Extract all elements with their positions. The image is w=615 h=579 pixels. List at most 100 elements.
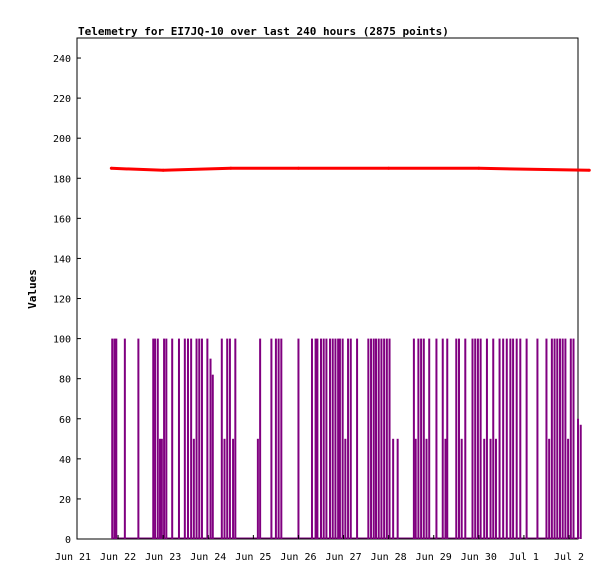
y-tick-label: 0 — [65, 535, 71, 546]
data-pulse — [320, 338, 322, 539]
y-tick-label: 20 — [59, 495, 71, 506]
x-tick-label: Jun 25 — [235, 552, 271, 563]
data-pulse — [556, 338, 559, 539]
data-point — [477, 166, 481, 170]
data-pulse — [183, 338, 186, 539]
data-pulse — [474, 338, 477, 539]
x-axis: Jun 21 Jun 22 Jun 23 Jun 24 Jun 25 Jun 26 Jun … — [55, 535, 584, 563]
data-pulse — [377, 338, 380, 539]
data-pulse — [256, 438, 259, 539]
data-point — [161, 168, 165, 172]
data-pulse — [553, 338, 556, 539]
data-pulse — [115, 338, 118, 539]
data-pulse — [579, 424, 582, 539]
series-line — [111, 166, 590, 172]
data-pulse — [494, 438, 497, 539]
data-pulse — [223, 438, 226, 539]
data-pulse — [280, 338, 283, 539]
data-pulse — [485, 338, 488, 539]
data-pulse — [367, 338, 370, 539]
data-pulse — [455, 338, 458, 539]
data-pulse — [186, 338, 189, 539]
data-pulse — [492, 338, 495, 539]
data-pulse — [425, 438, 428, 539]
y-tick-label: 160 — [53, 214, 71, 225]
data-pulse — [220, 338, 223, 539]
data-pulse — [444, 438, 447, 539]
data-pulse — [349, 338, 352, 539]
data-pulse — [396, 438, 399, 539]
data-pulse — [163, 338, 166, 539]
y-tick-label: 200 — [53, 134, 71, 145]
data-point — [109, 166, 113, 170]
data-pulse — [417, 338, 420, 539]
data-pulse — [331, 338, 334, 539]
data-pulse — [356, 338, 359, 539]
x-tick-label: Jun 24 — [190, 552, 226, 563]
data-pulse — [228, 338, 231, 539]
data-pulse — [226, 338, 229, 539]
data-pulse — [550, 338, 553, 539]
x-tick-label: Jun 23 — [145, 552, 181, 563]
data-pulse — [314, 338, 317, 539]
data-pulse — [476, 338, 479, 539]
data-pulse — [457, 338, 460, 539]
data-pulse — [372, 338, 375, 539]
data-pulse — [200, 338, 203, 539]
data-pulse — [564, 338, 567, 539]
data-pulse — [160, 438, 163, 539]
data-pulse — [464, 338, 467, 539]
y-tick-label: 240 — [53, 54, 71, 65]
data-pulse — [515, 338, 518, 539]
data-pulse — [165, 338, 168, 539]
y-tick-label: 140 — [53, 254, 71, 265]
data-pulse — [171, 338, 174, 539]
data-pulse — [519, 338, 522, 539]
data-point — [229, 166, 233, 170]
data-pulse — [435, 338, 438, 539]
data-pulse — [198, 338, 201, 539]
data-pulse — [123, 338, 126, 539]
data-pulse — [441, 338, 444, 539]
series-red — [109, 166, 591, 172]
data-pulse — [270, 338, 273, 539]
data-pulse — [498, 338, 501, 539]
data-pulse — [111, 338, 114, 539]
series-purple — [111, 338, 582, 539]
data-pulse — [310, 338, 313, 539]
y-axis-label: Values — [26, 269, 39, 309]
data-pulse — [274, 338, 277, 539]
data-pulse — [380, 338, 383, 539]
data-point — [387, 166, 391, 170]
data-point — [587, 168, 591, 172]
data-pulse — [375, 338, 378, 539]
y-tick-label: 40 — [59, 455, 71, 466]
data-pulse — [572, 338, 575, 539]
data-pulse — [483, 438, 486, 539]
data-pulse — [259, 338, 262, 539]
x-tick-label: Jun 28 — [371, 552, 407, 563]
data-pulse — [192, 438, 195, 539]
data-pulse — [489, 438, 492, 539]
data-pulse — [446, 338, 449, 539]
data-pulse — [548, 438, 551, 539]
data-pulse — [471, 338, 474, 539]
data-pulse — [329, 338, 332, 539]
data-pulse — [277, 338, 280, 539]
y-tick-label: 60 — [59, 415, 71, 426]
data-pulse — [479, 338, 482, 539]
data-point — [296, 166, 300, 170]
data-pulse — [316, 338, 319, 539]
data-pulse — [347, 338, 350, 539]
data-pulse — [558, 338, 561, 539]
data-pulse — [420, 338, 423, 539]
data-pulse — [234, 338, 237, 539]
data-pulse — [344, 438, 347, 539]
data-pulse — [370, 338, 373, 539]
data-pulse — [338, 338, 341, 539]
data-pulse — [322, 338, 325, 539]
data-pulse — [388, 338, 391, 539]
y-tick-label: 180 — [53, 174, 71, 185]
y-tick-label: 100 — [53, 335, 71, 346]
data-pulse — [567, 438, 570, 539]
